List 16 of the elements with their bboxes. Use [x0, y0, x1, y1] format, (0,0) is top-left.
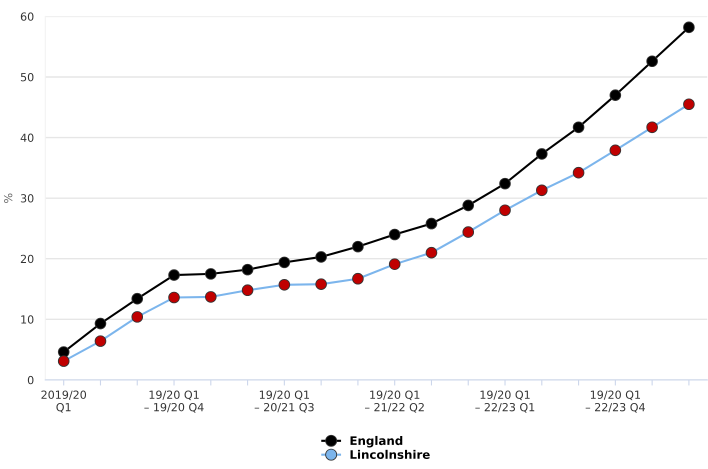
- y-tick-label: 30: [20, 194, 34, 203]
- y-tick-label: 40: [20, 134, 34, 142]
- y-tick-label: 0: [28, 376, 34, 384]
- legend-label: England: [350, 436, 402, 448]
- x-tick-label: 19/20 Q1 – 21/22 Q2: [365, 390, 424, 413]
- x-tick-label: 19/20 Q1 – 22/23 Q4: [586, 390, 645, 413]
- x-tick-label: 19/20 Q1 – 22/23 Q1: [475, 390, 534, 413]
- y-tick-label: 10: [21, 315, 34, 324]
- x-tick-label: 19/20 Q1 – 19/20 Q4: [144, 390, 204, 413]
- y-tick-label: 20: [20, 254, 34, 264]
- x-tick-label: 19/20 Q1 – 20/21 Q3: [254, 390, 314, 413]
- y-axis-title: %: [4, 193, 12, 203]
- y-tick-label: 50: [20, 72, 34, 82]
- legend-label: Lincolnshire: [350, 450, 430, 459]
- y-tick-label: 60: [20, 12, 34, 21]
- x-tick-label: 2019/20 Q1: [41, 390, 86, 413]
